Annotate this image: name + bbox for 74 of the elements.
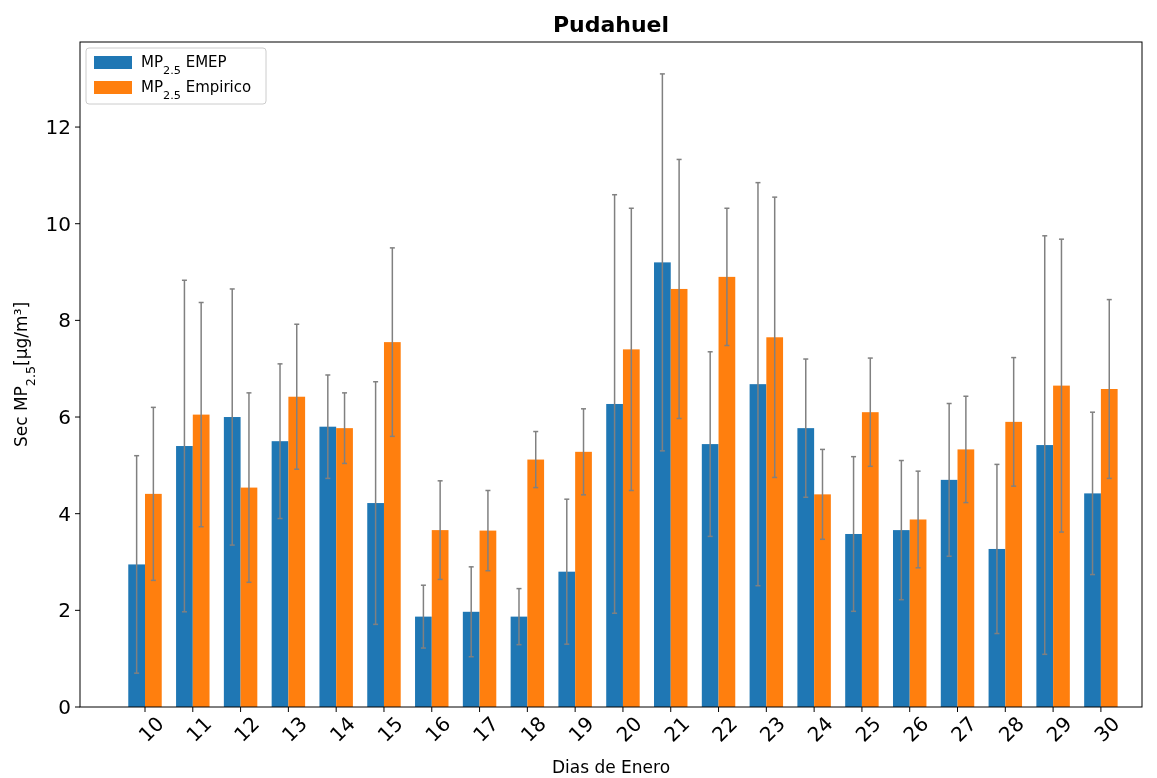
bar <box>383 342 401 707</box>
x-tick-label: 12 <box>229 711 265 747</box>
bar <box>861 412 879 707</box>
x-tick-label: 15 <box>372 711 408 747</box>
bar <box>622 349 640 707</box>
bar <box>1084 493 1101 707</box>
bar <box>957 449 975 707</box>
x-tick-label: 10 <box>133 711 169 747</box>
x-tick-label: 24 <box>802 711 838 747</box>
bar <box>145 493 162 707</box>
y-tick-label: 8 <box>58 308 71 333</box>
chart-title: Pudahuel <box>552 12 670 37</box>
bar <box>240 487 258 707</box>
y-tick-label: 0 <box>58 695 71 719</box>
bar <box>415 616 432 707</box>
bar <box>271 441 289 707</box>
bar <box>766 337 784 707</box>
x-tick-label: 27 <box>946 711 981 747</box>
bar <box>176 446 193 707</box>
bar <box>670 288 688 707</box>
bar <box>223 417 241 707</box>
bar <box>940 479 958 707</box>
bar <box>575 451 592 707</box>
bar <box>797 428 815 707</box>
x-tick-label: 25 <box>850 711 886 747</box>
x-tick-label: 11 <box>181 711 217 747</box>
bar <box>479 530 497 707</box>
bar <box>845 533 862 707</box>
x-tick-label: 20 <box>611 711 647 747</box>
bar <box>1100 389 1118 707</box>
y-tick-label: 6 <box>58 405 71 430</box>
bar <box>909 519 927 707</box>
x-tick-label: 22 <box>707 711 743 747</box>
bar <box>288 396 306 707</box>
bar <box>192 414 210 707</box>
bar <box>988 548 1006 707</box>
legend-label: MP$_{2.5}$ Empirico <box>141 78 252 102</box>
y-tick-label: 12 <box>45 115 71 140</box>
bar <box>128 564 145 707</box>
legend-label: MP$_{2.5}$ EMEP <box>141 53 227 77</box>
bar <box>527 459 545 707</box>
bar <box>431 530 449 707</box>
x-tick-label: 21 <box>659 711 695 747</box>
x-axis-title: Dias de Enero <box>551 757 671 777</box>
bar <box>718 276 736 707</box>
bar <box>319 426 337 707</box>
x-tick-label: 23 <box>754 711 790 747</box>
bar <box>606 403 623 707</box>
bar <box>462 611 480 707</box>
bar <box>749 384 767 707</box>
bar <box>336 428 353 707</box>
x-tick-label: 14 <box>324 711 360 747</box>
bar <box>558 571 576 707</box>
y-tick-label: 2 <box>58 598 71 623</box>
x-tick-label: 30 <box>1089 711 1125 747</box>
y-tick-label: 10 <box>45 211 71 236</box>
bar <box>1036 445 1054 707</box>
bar <box>1053 385 1070 707</box>
x-tick-label: 26 <box>898 711 934 747</box>
bar <box>892 530 910 707</box>
x-tick-label: 29 <box>1041 711 1077 747</box>
x-tick-label: 19 <box>563 711 599 747</box>
x-tick-label: 13 <box>276 711 312 747</box>
x-tick-label: 17 <box>468 711 504 747</box>
x-tick-label: 18 <box>515 711 551 747</box>
x-tick-label: 16 <box>420 711 456 747</box>
bar <box>510 616 528 707</box>
y-tick-label: 4 <box>58 501 71 526</box>
bar <box>654 262 671 707</box>
bar <box>814 494 831 707</box>
x-tick-label: 28 <box>993 711 1029 747</box>
bar <box>367 503 384 707</box>
bar <box>1005 421 1023 707</box>
bar <box>701 444 719 707</box>
